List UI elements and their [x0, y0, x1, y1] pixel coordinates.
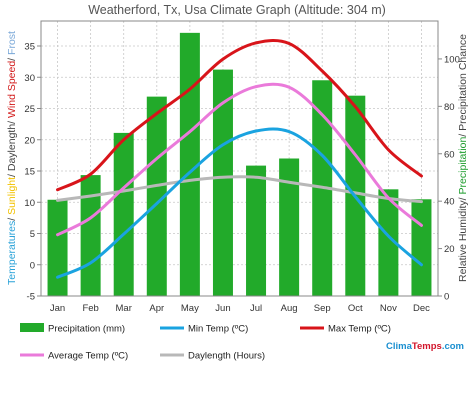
precipitation-bar	[113, 132, 134, 296]
left-tick-label: 15	[24, 167, 35, 178]
axis-label-part: Precipitation	[457, 137, 469, 195]
precipitation-bars	[47, 32, 432, 296]
right-tick-label: 0	[444, 292, 449, 303]
axis-label-part: Wind Speed	[6, 61, 18, 118]
legend-label: Average Temp (ºC)	[48, 351, 128, 362]
precipitation-bar	[146, 96, 167, 296]
brand-temps: Temps	[412, 341, 442, 352]
left-axis-ticks: -5 0 5 10 15 20 25 30 35	[24, 42, 41, 303]
plot-frame	[40, 20, 439, 297]
series-lines	[56, 38, 423, 279]
left-tick-label: 25	[24, 104, 35, 115]
axis-label-part: /	[6, 55, 18, 61]
precipitation-bar	[179, 32, 200, 296]
brand-clima: Clima	[386, 341, 413, 352]
x-tick-label: Dec	[413, 303, 430, 314]
axis-label-part: Temperatures	[6, 221, 18, 285]
axis-label-part: Sunlight	[6, 177, 18, 215]
x-tick-label: Aug	[281, 303, 298, 314]
right-axis-ticks: 0 20 40 60 80 100	[438, 54, 460, 303]
x-tick-label: Apr	[149, 303, 164, 314]
x-tick-label: Feb	[82, 303, 98, 314]
precipitation-bar	[411, 199, 432, 296]
x-tick-label: Nov	[380, 303, 397, 314]
right-tick-label: 80	[444, 102, 455, 113]
x-tick-label: May	[181, 303, 199, 314]
precipitation-bar	[378, 189, 399, 296]
right-tick-label: 40	[444, 197, 455, 208]
left-tick-label: 5	[30, 229, 35, 240]
legend-label: Min Temp (ºC)	[188, 324, 248, 335]
left-tick-label: 10	[24, 198, 35, 209]
axis-label-part: / Precipitation Chance	[457, 34, 469, 137]
precipitation-bar	[47, 199, 68, 296]
x-tick-label: Jun	[215, 303, 230, 314]
legend-label: Max Temp (ºC)	[328, 324, 391, 335]
precipitation-bar	[246, 165, 267, 296]
right-tick-label: 20	[444, 244, 455, 255]
right-axis-label: Relative Humidity/ Precipitation/ Precip…	[457, 34, 469, 282]
legend-swatch	[20, 323, 44, 332]
x-tick-label: Sep	[314, 303, 331, 314]
left-tick-label: -5	[27, 292, 35, 303]
axis-label-part: /	[6, 215, 18, 221]
x-tick-label: Mar	[116, 303, 132, 314]
x-axis-ticks: Jan Feb Mar Apr May Jun Jul Aug Sep Oct Nov Dec	[50, 303, 430, 314]
chart-title: Weatherford, Tx, Usa Climate Graph (Alti…	[88, 3, 386, 17]
right-tick-label: 60	[444, 149, 455, 160]
min-temp-line	[56, 127, 423, 279]
average-temp-line	[56, 82, 423, 237]
left-tick-label: 20	[24, 135, 35, 146]
x-tick-label: Jan	[50, 303, 65, 314]
precipitation-bar	[212, 69, 233, 296]
x-tick-label: Oct	[348, 303, 363, 314]
left-axis-label: Temperatures/ Sunlight/ Daylength/ Wind …	[6, 31, 18, 285]
left-tick-label: 35	[24, 42, 35, 53]
axis-label-part: Relative Humidity/	[457, 194, 469, 282]
left-tick-label: 0	[30, 260, 35, 271]
legend-label: Daylength (Hours)	[188, 351, 265, 362]
precipitation-bar	[279, 158, 300, 296]
left-tick-label: 30	[24, 73, 35, 84]
axis-label-part: Frost	[6, 31, 18, 55]
legend: Precipitation (mm) Min Temp (ºC) Max Temp …	[20, 323, 391, 362]
legend-label: Precipitation (mm)	[48, 324, 125, 335]
max-temp-line	[56, 38, 423, 192]
precipitation-bar	[80, 175, 101, 296]
x-tick-label: Jul	[250, 303, 262, 314]
brand-suffix: .com	[442, 341, 464, 352]
brand-logo: ClimaTemps.com	[386, 341, 464, 352]
axis-label-part: / Daylength/	[6, 118, 18, 177]
right-tick-label: 100	[444, 54, 460, 65]
